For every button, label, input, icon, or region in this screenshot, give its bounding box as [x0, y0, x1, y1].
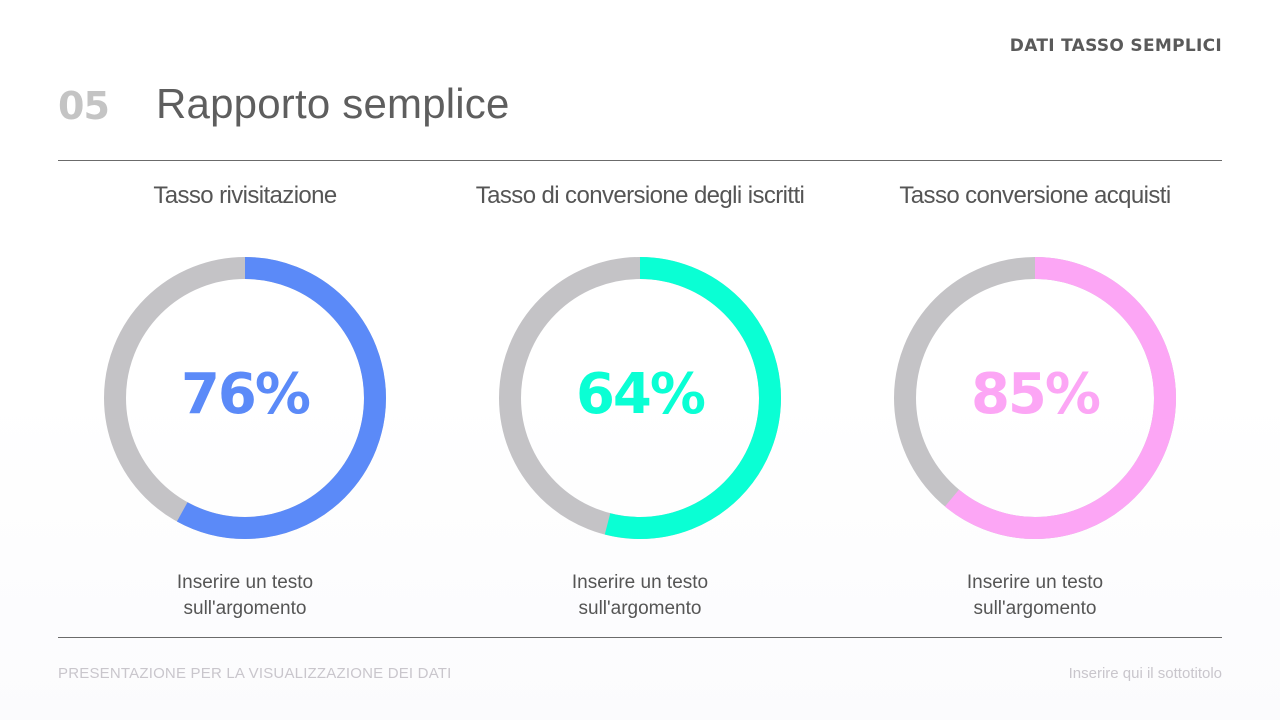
chart-card-revisit: Tasso rivisitazione 76% Inserire un test…: [45, 176, 445, 622]
donut-arc: [104, 257, 386, 539]
footer-subtitle: Inserire qui il sottotitolo: [1068, 665, 1222, 682]
chart-card-purchase-conversion: Tasso conversione acquisti 85% Inserire …: [835, 176, 1235, 622]
chart-heading: Tasso conversione acquisti: [899, 182, 1171, 209]
percentage-value: 85%: [970, 362, 1101, 427]
section-number: 05: [58, 84, 110, 128]
chart-heading: Tasso rivisitazione: [153, 182, 337, 209]
description-line-1: Inserire un testo: [571, 572, 709, 593]
donut-ring: [894, 257, 1176, 539]
page-title: Rapporto semplice: [156, 80, 510, 127]
description-line-1: Inserire un testo: [176, 572, 314, 593]
donut-chart: 64%: [495, 253, 785, 543]
chart-description: Inserire un testo sull'argomento: [835, 570, 1235, 622]
footer-presentation-title: PRESENTAZIONE PER LA VISUALIZZAZIONE DEI…: [58, 665, 452, 682]
donut-chart: 85%: [890, 253, 1180, 543]
description-line-2: sull'argomento: [973, 598, 1097, 619]
section-label: DATI TASSO SEMPLICI: [1009, 36, 1222, 56]
top-divider: [58, 160, 1222, 161]
chart-heading: Tasso di conversione degli iscritti: [475, 182, 805, 209]
chart-description: Inserire un testo sull'argomento: [440, 570, 840, 622]
bottom-divider: [58, 637, 1222, 638]
donut-arc: [499, 257, 781, 539]
donut-arc: [894, 257, 1176, 539]
chart-card-subscriber-conversion: Tasso di conversione degli iscritti 64% …: [440, 176, 840, 622]
percentage-value: 64%: [575, 362, 706, 427]
donut-ring: [499, 257, 781, 539]
description-line-1: Inserire un testo: [966, 572, 1104, 593]
donut-chart: 76%: [100, 253, 390, 543]
percentage-value: 76%: [180, 362, 311, 427]
description-line-2: sull'argomento: [183, 598, 307, 619]
chart-description: Inserire un testo sull'argomento: [45, 570, 445, 622]
description-line-2: sull'argomento: [578, 598, 702, 619]
donut-ring: [104, 257, 386, 539]
